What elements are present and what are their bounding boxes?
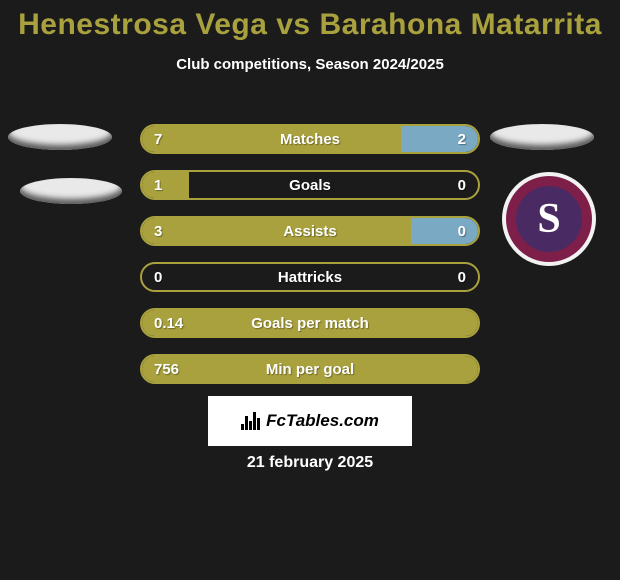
stat-left-value: 756	[154, 356, 179, 382]
title-separator: vs	[276, 8, 310, 41]
stat-right-value: 2	[458, 126, 466, 152]
stat-left-segment	[142, 126, 401, 152]
stat-left-value: 1	[154, 172, 162, 198]
club-badge-letter: S	[537, 195, 560, 243]
stats-area: 72Matches10Goals30Assists00Hattricks0.14…	[140, 124, 480, 400]
stat-left-segment	[142, 218, 411, 244]
comparison-title: Henestrosa Vega vs Barahona Matarrita	[0, 0, 620, 42]
stat-left-segment	[142, 310, 478, 336]
stat-right-value: 0	[458, 264, 466, 290]
footer-logo-icon	[241, 412, 260, 430]
comparison-canvas: Henestrosa Vega vs Barahona Matarrita Cl…	[0, 0, 620, 580]
footer-text: FcTables.com	[266, 411, 379, 431]
club-badge-ring: S	[506, 176, 592, 262]
stat-left-segment	[142, 172, 189, 198]
stat-right-value: 0	[458, 218, 466, 244]
stat-row: 1 0Goals	[140, 170, 480, 200]
player1-name: Henestrosa Vega	[18, 8, 267, 41]
stat-row: 72Matches	[140, 124, 480, 154]
footer-attribution: FcTables.com	[208, 396, 412, 446]
stat-left-segment	[142, 356, 478, 382]
stat-right-segment	[411, 218, 478, 244]
stat-right-value: 0	[458, 172, 466, 198]
stat-row: 0.14Goals per match	[140, 308, 480, 338]
stat-right-segment	[401, 126, 478, 152]
stat-label: Hattricks	[142, 264, 478, 290]
date-line: 21 february 2025	[0, 454, 620, 472]
club-badge: S	[502, 172, 596, 266]
stat-row: 0 0Hattricks	[140, 262, 480, 292]
stat-row: 30Assists	[140, 216, 480, 246]
stat-label: Goals	[142, 172, 478, 198]
player2-name: Barahona Matarrita	[319, 8, 601, 41]
player1-avatar	[8, 124, 112, 150]
stat-left-value: 3	[154, 218, 162, 244]
stat-left-value: 0.14	[154, 310, 183, 336]
player2-avatar	[490, 124, 594, 150]
player1-avatar	[20, 178, 122, 204]
subtitle: Club competitions, Season 2024/2025	[0, 56, 620, 73]
stat-left-value: 0	[154, 264, 162, 290]
stat-left-value: 7	[154, 126, 162, 152]
stat-row: 756Min per goal	[140, 354, 480, 384]
